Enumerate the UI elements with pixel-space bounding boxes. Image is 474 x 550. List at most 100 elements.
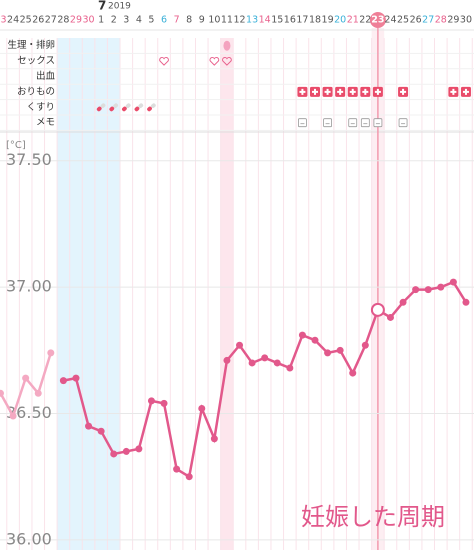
day-label: 19	[322, 15, 334, 26]
temperature-point	[85, 422, 93, 430]
day-label: 22	[359, 15, 371, 26]
day-label: 27	[422, 15, 434, 26]
y-tick-label: 37.00	[6, 277, 52, 296]
temperature-point	[349, 369, 357, 377]
row-label: 生理・排卵	[7, 39, 55, 51]
day-label: 7	[174, 15, 180, 26]
day-label: 17	[296, 15, 308, 26]
day-label: 29	[70, 15, 82, 26]
day-label: 12	[233, 15, 245, 26]
day-label: 11	[221, 15, 233, 26]
day-label: 28	[57, 15, 69, 26]
period-band	[57, 38, 121, 550]
pill-left	[109, 106, 115, 112]
pill-icon	[96, 103, 106, 112]
day-label: 26	[32, 15, 44, 26]
pill-icon	[147, 103, 156, 112]
heart-icon	[209, 57, 220, 66]
pill-icon	[134, 103, 144, 112]
discharge-plus	[299, 88, 306, 95]
temperature-point	[223, 356, 231, 364]
day-label: 25	[397, 15, 409, 26]
day-label: 25	[20, 15, 32, 26]
temperature-point	[97, 427, 105, 435]
memo-icon	[323, 118, 332, 128]
temperature-point	[185, 473, 193, 481]
pill-right	[150, 103, 156, 109]
discharge-plus	[337, 88, 344, 95]
day-label: 9	[199, 15, 205, 26]
temperature-point	[122, 447, 130, 455]
day-label: 24	[7, 15, 19, 26]
year: 2019	[108, 2, 131, 12]
day-label: 8	[186, 15, 192, 26]
pill-left	[134, 106, 140, 112]
pill-icon	[109, 103, 119, 112]
day-label: 16	[284, 15, 296, 26]
day-label: 29	[447, 15, 459, 26]
day-label: 23	[0, 15, 7, 26]
pill-icon	[122, 103, 131, 112]
memo-icon	[348, 118, 358, 128]
day-label: 14	[259, 15, 271, 26]
discharge-plus	[312, 88, 318, 95]
heart-icon	[159, 57, 169, 66]
pill-left	[122, 106, 127, 112]
memo-icon	[360, 118, 370, 128]
day-label: 5	[148, 15, 154, 26]
discharge-plus	[362, 88, 369, 95]
day-label: 24	[384, 15, 396, 26]
day-label: 30	[83, 15, 95, 26]
memo-icon	[298, 118, 307, 128]
heart-icon	[222, 57, 232, 66]
discharge-plus	[450, 88, 457, 95]
temperature-point	[449, 278, 457, 286]
temperature-point	[198, 404, 206, 412]
temperature-point	[147, 397, 155, 405]
temperature-point	[0, 389, 4, 397]
temperature-point	[370, 302, 385, 317]
temperature-point	[273, 359, 281, 367]
pill-left	[147, 106, 152, 112]
temperature-point	[412, 286, 420, 294]
y-tick-label: 36.50	[6, 403, 52, 422]
day-label: 3	[123, 15, 129, 26]
temperature-point	[34, 389, 42, 397]
unit-label: [°C]	[6, 140, 26, 151]
temperature-point	[261, 354, 269, 362]
day-label: 26	[410, 15, 422, 26]
temperature-point	[236, 341, 244, 349]
day-label: 1	[98, 15, 104, 26]
temperature-point	[248, 359, 256, 367]
day-label: 27	[45, 15, 57, 26]
day-label: 15	[271, 15, 283, 26]
temperature-point	[386, 313, 394, 321]
temperature-point	[173, 465, 181, 473]
temperature-point	[399, 298, 407, 306]
row-label: セックス	[17, 56, 55, 67]
memo-icon	[373, 118, 383, 128]
day-label: 20	[334, 15, 346, 26]
month: 7	[98, 0, 106, 13]
temperature-point	[47, 349, 55, 357]
temperature-point	[361, 341, 369, 349]
day-label: 28	[435, 15, 447, 26]
day-label: 4	[136, 15, 142, 26]
row-label: くすり	[26, 102, 55, 113]
temperature-point	[22, 374, 30, 382]
discharge-plus	[374, 88, 381, 95]
y-tick-label: 37.50	[6, 150, 52, 169]
temperature-point	[298, 331, 306, 339]
day-label: 2	[111, 15, 117, 26]
temperature-point	[286, 364, 294, 372]
temperature-point	[72, 374, 80, 382]
discharge-plus	[324, 88, 331, 95]
row-label: おりもの	[17, 86, 55, 97]
temperature-point	[324, 349, 332, 357]
temperature-point	[336, 346, 344, 354]
day-label: 30	[460, 15, 472, 26]
day-label: 13	[246, 15, 258, 26]
temperature-point	[160, 399, 168, 407]
